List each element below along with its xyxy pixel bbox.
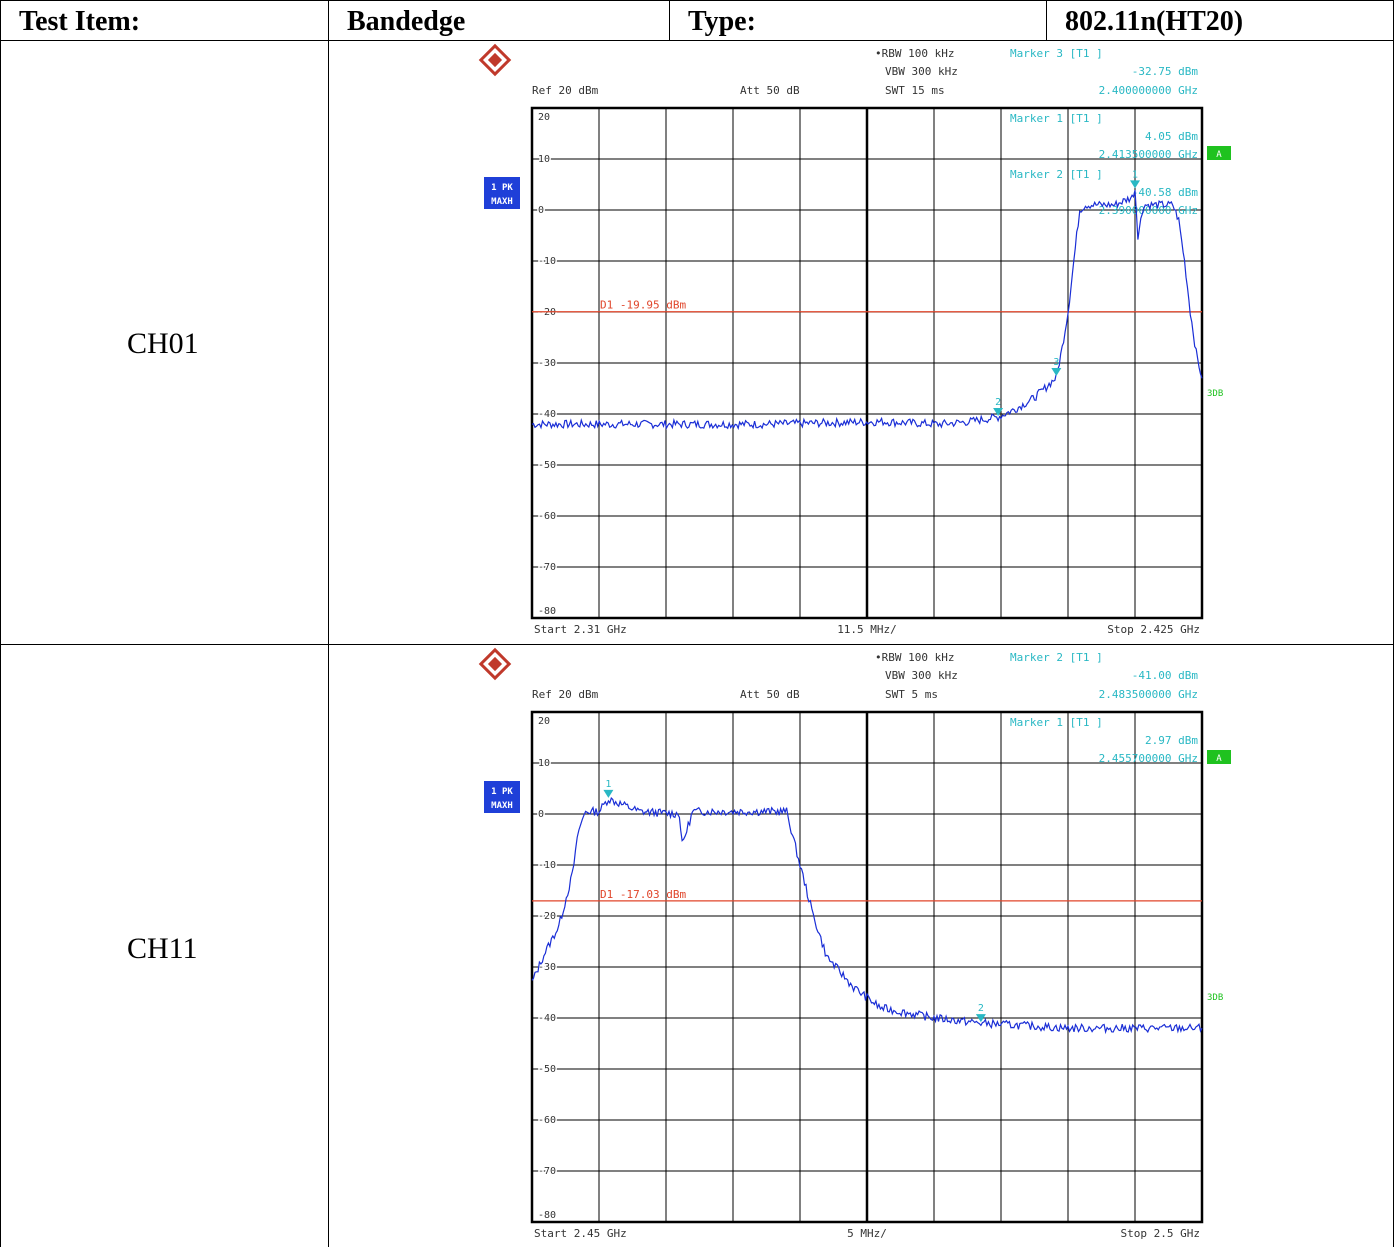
ch01-inner-marker-freq: 2.413500000 GHz [1099,148,1198,161]
ch01-badge-a-label: A [1216,150,1222,160]
column-divider [328,40,329,1247]
ch11-ref-label: Ref 20 dBm [532,688,599,701]
ch01-label: CH01 [127,327,199,360]
ch01-inner-marker-title: Marker 1 [T1 ] [1010,112,1103,125]
ch01-ytick-label: 10 [538,154,550,165]
ch01-marker-1 [1130,180,1140,189]
ch01-marker-3-label: 3 [1053,357,1059,368]
ch01-marker-2 [993,407,1004,416]
ch01-ytick-label: -40 [538,409,556,420]
ch01-inner-marker-level: -40.58 dBm [1132,186,1199,199]
ch01-header-marker-title: Marker 3 [T1 ] [1010,47,1103,60]
test-item-value: Bandedge [328,0,670,41]
ch11-swt-label: SWT 5 ms [885,688,938,701]
ch11-div-label: 5 MHz/ [847,1227,887,1240]
ch01-marker-2-label: 2 [995,397,1001,408]
ch01-ytick-label: 0 [538,205,544,216]
ch01-side-label: 3DB [1207,389,1223,399]
ch11-stop-label: Stop 2.5 GHz [1121,1227,1200,1240]
ch01-spectrum-plot: Ref 20 dBm Att 50 dB •RBW 100 kHz VBW 300 k… [478,43,1231,636]
ch01-rbw-label: •RBW 100 kHz [875,47,954,60]
ch01-rs-logo [478,43,512,77]
ch11-trace-line [531,797,1203,1035]
ch11-header-marker-freq: 2.483500000 GHz [1099,688,1198,701]
type-label: Type: [669,0,1047,41]
ch11-badge-a-label: A [1216,754,1222,764]
ch01-trace-line [531,190,1203,431]
ch01-marker-3 [1051,368,1062,377]
ch11-header-marker-title: Marker 2 [T1 ] [1010,651,1103,664]
ch11-trace-badge [484,781,520,813]
ch01-marker-1-label: 1 [1132,169,1138,180]
ch11-marker-2-label: 2 [978,1003,984,1014]
ch11-side-label: 3DB [1207,993,1223,1003]
ch11-ytick-label: -40 [538,1013,556,1024]
ch11-rbw-label: •RBW 100 kHz [875,651,954,664]
ch01-badge-a [1207,146,1231,160]
ch11-ytick-label: -30 [538,962,556,973]
ch11-ytick-label: 0 [538,809,544,820]
ch01-ytick-label: -30 [538,358,556,369]
ch01-inner-marker-title: Marker 2 [T1 ] [1010,168,1103,181]
ch11-label: CH11 [127,932,198,965]
ch11-ytick-label: 20 [538,716,550,727]
ch11-ytick-label: -70 [538,1166,556,1177]
ch11-att-label: Att 50 dB [740,688,800,701]
ch11-rs-logo [478,647,512,681]
ch11-trace-label: 1 PK [491,787,513,797]
ch01-display-line-label: D1 -19.95 dBm [600,299,686,312]
ch11-ytick-label: -80 [538,1210,556,1221]
ch01-trace-label: 1 PK [491,183,513,193]
ch01-ytick-label: -80 [538,606,556,617]
ch01-ytick-label: -50 [538,460,556,471]
ch01-ytick-label: 20 [538,112,550,123]
ch01-stop-label: Stop 2.425 GHz [1107,623,1200,636]
ch01-trace-badge [484,177,520,209]
ch11-ytick-label: -10 [538,860,556,871]
ch01-ytick-label: -60 [538,511,556,522]
type-value: 802.11n(HT20) [1046,0,1394,41]
ch01-header-marker-freq: 2.400000000 GHz [1099,84,1198,97]
ch01-inner-marker-level: 4.05 dBm [1145,130,1198,143]
ch11-ytick-label: -20 [538,911,556,922]
ch11-inner-marker-title: Marker 1 [T1 ] [1010,716,1103,729]
ch01-header-marker-level: -32.75 dBm [1132,65,1199,78]
ch11-marker-2 [975,1014,986,1023]
ch11-inner-marker-level: 2.97 dBm [1145,734,1198,747]
ch11-display-line-label: D1 -17.03 dBm [600,888,686,901]
ch01-ytick-label: -70 [538,562,556,573]
ch01-ref-label: Ref 20 dBm [532,84,599,97]
test-item-label: Test Item: [0,0,329,41]
ch11-vbw-label: VBW 300 kHz [885,669,958,682]
ch11-ytick-label: -50 [538,1064,556,1075]
ch11-trace-mode: MAXH [491,801,513,811]
ch11-start-label: Start 2.45 GHz [534,1227,627,1240]
ch01-ytick-label: -20 [538,307,556,318]
ch11-marker-1-label: 1 [605,779,611,790]
ch01-start-label: Start 2.31 GHz [534,623,627,636]
ch01-div-label: 11.5 MHz/ [837,623,897,636]
ch01-trace-mode: MAXH [491,197,513,207]
ch01-vbw-label: VBW 300 kHz [885,65,958,78]
ch01-att-label: Att 50 dB [740,84,800,97]
ch11-plot-frame [530,710,1204,1224]
ch01-swt-label: SWT 15 ms [885,84,945,97]
ch11-ytick-label: -60 [538,1115,556,1126]
ch01-ytick-label: -10 [538,256,556,267]
ch11-ytick-label: 10 [538,758,550,769]
ch11-spectrum-plot: Ref 20 dBm Att 50 dB •RBW 100 kHz VBW 300 k… [478,647,1231,1240]
ch11-header-marker-level: -41.00 dBm [1132,669,1199,682]
ch11-marker-1 [603,789,614,798]
ch11-badge-a [1207,750,1231,764]
ch11-inner-marker-freq: 2.455700000 GHz [1099,752,1198,765]
ch11-row [0,644,1394,1247]
ch01-plot-frame [530,106,1204,620]
